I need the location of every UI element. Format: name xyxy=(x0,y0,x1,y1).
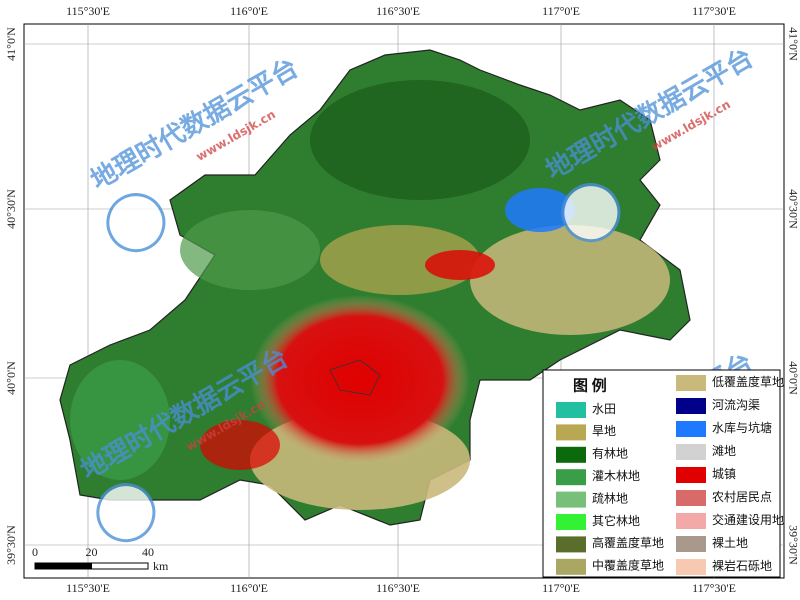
legend-swatch xyxy=(676,375,706,391)
legend-title: 图 例 xyxy=(573,376,607,394)
legend-swatch xyxy=(676,444,706,460)
legend-swatch xyxy=(556,536,586,553)
legend-label: 城镇 xyxy=(712,467,736,481)
y-label-left: 39°30'N xyxy=(4,525,18,565)
x-label-top: 117°30'E xyxy=(692,4,736,18)
x-label-bottom: 116°0'E xyxy=(230,581,268,595)
legend-label: 疏林地 xyxy=(592,490,628,505)
scale-tick-label: 20 xyxy=(86,545,98,559)
legend-swatch xyxy=(676,559,706,575)
x-label-top: 117°0'E xyxy=(542,4,580,18)
legend-label: 滩地 xyxy=(712,444,736,458)
x-label-top: 116°30'E xyxy=(376,4,420,18)
legend-swatch xyxy=(556,514,586,530)
watermark-logo xyxy=(96,483,156,543)
y-label-right: 40°30'N xyxy=(786,189,800,229)
y-label-left: 40°0'N xyxy=(4,361,18,395)
watermark-logo xyxy=(106,193,166,253)
legend-swatch xyxy=(556,424,586,441)
scale-tick-label: 40 xyxy=(142,545,154,559)
legend-swatch xyxy=(676,398,706,414)
legend-label: 裸岩石砾地 xyxy=(712,558,772,573)
legend-label: 低覆盖度草地 xyxy=(712,374,784,389)
x-label-top: 115°30'E xyxy=(66,4,110,18)
legend-label: 中覆盖度草地 xyxy=(592,558,664,573)
beijing-region xyxy=(59,49,691,526)
legend-label: 河流沟渠 xyxy=(712,398,760,412)
legend-swatch xyxy=(556,558,586,575)
scale-segment xyxy=(91,562,149,570)
legend-swatch xyxy=(676,467,706,483)
legend-swatch xyxy=(676,490,706,506)
legend-label: 旱地 xyxy=(592,424,616,438)
x-label-bottom: 115°30'E xyxy=(66,581,110,595)
legend-label: 有林地 xyxy=(592,447,628,461)
legend-label: 其它林地 xyxy=(592,513,640,528)
legend-swatch xyxy=(556,469,586,486)
legend-swatch xyxy=(556,491,586,508)
legend-label: 水库与坑塘 xyxy=(712,420,772,435)
legend-label: 农村居民点 xyxy=(712,490,772,504)
legend-swatch xyxy=(676,513,706,529)
coordinate-labels: 115°30'E 115°30'E 116°0'E 116°0'E 116°30'E 11… xyxy=(4,4,800,595)
y-label-left: 40°30'N xyxy=(4,189,18,229)
y-label-right: 41°0'N xyxy=(786,27,800,61)
legend-swatch xyxy=(676,536,706,552)
scale-unit: km xyxy=(153,559,169,573)
x-label-bottom: 116°30'E xyxy=(376,581,420,595)
legend-swatch xyxy=(556,446,586,463)
legend-label: 灌木林地 xyxy=(592,469,640,483)
legend-label: 交通建设用地 xyxy=(712,512,784,527)
legend-swatch xyxy=(556,402,586,418)
legend-label: 水田 xyxy=(592,402,616,416)
x-label-top: 116°0'E xyxy=(230,4,268,18)
y-label-left: 41°0'N xyxy=(4,27,18,61)
x-label-bottom: 117°0'E xyxy=(542,581,580,595)
legend-label: 裸土地 xyxy=(712,535,748,550)
x-label-bottom: 117°30'E xyxy=(692,581,736,595)
scale-tick-label: 0 xyxy=(32,545,38,559)
legend-label: 高覆盖度草地 xyxy=(592,535,664,550)
legend-swatch xyxy=(676,421,706,437)
scale-segment xyxy=(34,562,92,570)
y-label-right: 39°30'N xyxy=(786,525,800,565)
watermark-logo xyxy=(561,183,621,243)
y-label-right: 40°0'N xyxy=(786,361,800,395)
